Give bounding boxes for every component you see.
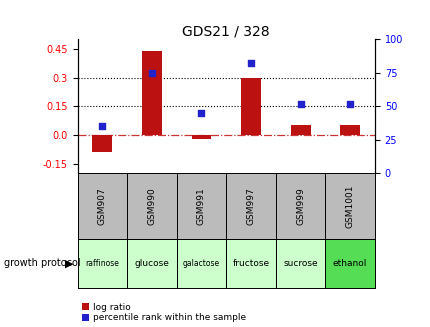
Text: GSM990: GSM990 [147, 187, 156, 225]
Bar [240, 77, 260, 135]
Text: ethanol: ethanol [332, 259, 366, 268]
Text: sucrose: sucrose [283, 259, 317, 268]
Text: fructose: fructose [232, 259, 269, 268]
Title: GDS21 / 328: GDS21 / 328 [182, 24, 270, 38]
Point [148, 70, 155, 76]
Bar [339, 126, 359, 135]
Text: growth protocol: growth protocol [4, 258, 81, 268]
Bar [92, 135, 112, 152]
Bar [325, 239, 374, 288]
Text: glucose: glucose [134, 259, 169, 268]
Legend: log ratio, percentile rank within the sample: log ratio, percentile rank within the sa… [82, 303, 246, 322]
Bar [191, 135, 211, 139]
Bar [141, 51, 161, 135]
Point [247, 61, 254, 66]
Text: GSM1001: GSM1001 [345, 184, 354, 228]
Text: GSM999: GSM999 [295, 187, 304, 225]
Text: galactose: galactose [182, 259, 220, 268]
Bar [275, 239, 325, 288]
Point [98, 124, 106, 129]
Text: GSM991: GSM991 [197, 187, 206, 225]
Text: ▶: ▶ [64, 258, 73, 268]
Bar [77, 239, 127, 288]
Text: raffinose: raffinose [85, 259, 119, 268]
Point [346, 101, 353, 106]
Text: GSM907: GSM907 [98, 187, 107, 225]
Bar [127, 239, 176, 288]
Bar [290, 126, 310, 135]
Point [197, 111, 205, 116]
Bar [226, 239, 275, 288]
Bar [176, 239, 226, 288]
Text: GSM997: GSM997 [246, 187, 255, 225]
Point [297, 101, 304, 106]
